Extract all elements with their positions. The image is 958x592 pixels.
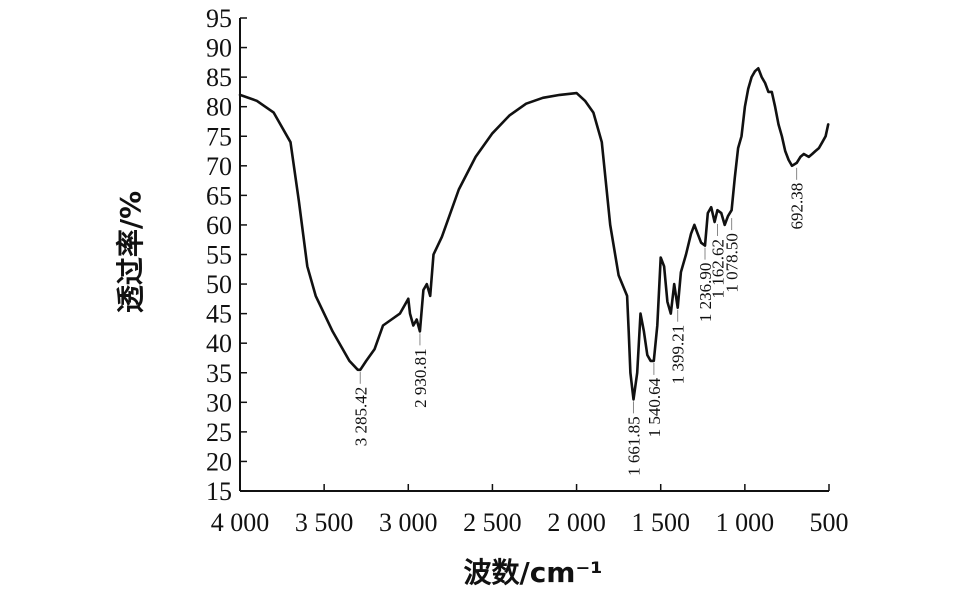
x-tick-label: 1 500: [631, 508, 690, 537]
y-tick-label: 85: [206, 63, 232, 92]
x-axis-ticks: 4 000 3 500 3 000 2 500 2 000 1 500 1 000 500: [211, 484, 849, 537]
x-tick-label: 4 000: [211, 508, 270, 537]
y-tick-label: 75: [206, 122, 232, 151]
y-tick-label: 20: [206, 447, 232, 476]
y-tick-label: 50: [206, 270, 232, 299]
y-tick-label: 15: [206, 477, 232, 506]
peak-label: 3 285.42: [351, 387, 370, 447]
x-tick-label: 1 000: [716, 508, 775, 537]
x-tick-label: 3 000: [379, 508, 438, 537]
y-tick-label: 55: [206, 241, 232, 270]
transmittance-series-line: [238, 67, 830, 401]
y-tick-label: 40: [206, 329, 232, 358]
annotation-layer: 3 285.42 2 930.81 1 661.851 540.64 1 399.21…: [351, 167, 807, 476]
x-tick-label: 2 500: [463, 508, 522, 537]
peak-label: 1 236.90: [696, 263, 715, 323]
y-tick-label: 70: [206, 152, 232, 181]
x-tick-label: 2 000: [547, 508, 606, 537]
peak-label: 1 540.64: [645, 377, 664, 437]
peak-label: 692.38: [788, 183, 807, 230]
y-tick-label: 90: [206, 34, 232, 63]
y-axis-title: 透过率/%: [114, 191, 147, 313]
x-tick-label: 3 500: [295, 508, 354, 537]
y-tick-label: 65: [206, 181, 232, 210]
series-layer: [238, 67, 830, 401]
peak-label: 1 162.62: [709, 239, 728, 299]
y-tick-label: 80: [206, 93, 232, 122]
peak-label: 2 930.81: [411, 348, 430, 408]
y-tick-label: 25: [206, 418, 232, 447]
y-tick-label: 30: [206, 388, 232, 417]
y-tick-label: 95: [206, 4, 232, 33]
x-tick-label: 500: [810, 508, 849, 537]
peak-label: 1 399.21: [669, 325, 688, 385]
x-axis-title: 波数/cm⁻¹: [463, 556, 602, 589]
peak-label: 1 661.85: [625, 416, 644, 476]
peak-label: 1 078.50: [723, 233, 742, 293]
y-tick-label: 45: [206, 300, 232, 329]
y-tick-label: 35: [206, 359, 232, 388]
y-tick-label: 60: [206, 211, 232, 240]
